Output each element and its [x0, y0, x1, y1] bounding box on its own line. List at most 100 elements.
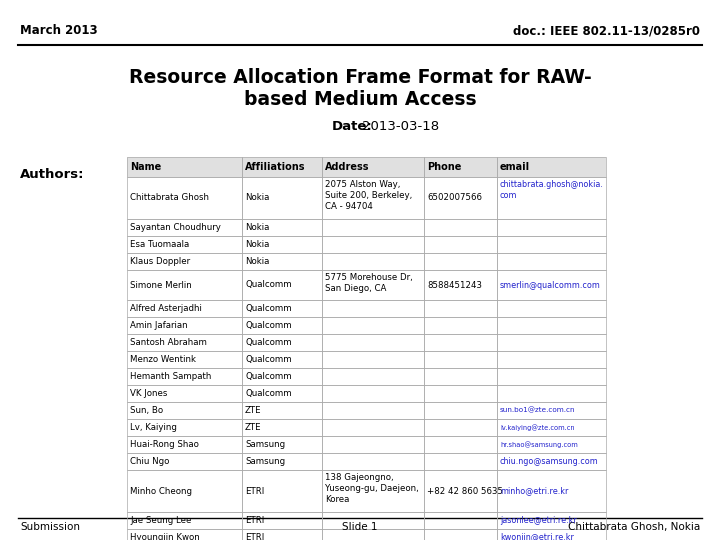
Text: ZTE: ZTE [245, 406, 261, 415]
Bar [424, 157, 497, 177]
Bar [127, 385, 242, 402]
Bar [322, 236, 424, 253]
Text: Amin Jafarian: Amin Jafarian [130, 321, 188, 330]
Text: doc.: IEEE 802.11-13/0285r0: doc.: IEEE 802.11-13/0285r0 [513, 24, 700, 37]
Text: 2013-03-18: 2013-03-18 [362, 120, 439, 133]
Text: Chiu Ngo: Chiu Ngo [130, 457, 169, 466]
Text: chittabrata.ghosh@nokia.
com: chittabrata.ghosh@nokia. com [500, 180, 604, 200]
Bar [322, 317, 424, 334]
Text: 8588451243: 8588451243 [427, 280, 482, 289]
Text: 6502007566: 6502007566 [427, 193, 482, 202]
Text: Authors:: Authors: [20, 168, 84, 181]
Text: Qualcomm: Qualcomm [245, 372, 292, 381]
Text: Sayantan Choudhury: Sayantan Choudhury [130, 223, 221, 232]
Bar [424, 157, 497, 177]
Text: Esa Tuomaala: Esa Tuomaala [130, 240, 189, 249]
Bar [497, 219, 606, 236]
Bar [322, 402, 424, 419]
Text: Huai-Rong Shao: Huai-Rong Shao [130, 440, 199, 449]
Bar [322, 385, 424, 402]
Bar [242, 177, 322, 219]
Bar [127, 402, 242, 419]
Bar [497, 270, 606, 300]
Bar [127, 236, 242, 253]
Bar [242, 219, 322, 236]
Text: Samsung: Samsung [245, 440, 285, 449]
Text: 2075 Alston Way,
Suite 200, Berkeley,
CA - 94704: 2075 Alston Way, Suite 200, Berkeley, CA… [325, 180, 413, 211]
Text: Hyoungjin Kwon: Hyoungjin Kwon [130, 533, 199, 540]
Bar [322, 177, 424, 219]
Bar [424, 385, 497, 402]
Text: minho@etri.re.kr: minho@etri.re.kr [500, 487, 568, 496]
Bar [322, 334, 424, 351]
Bar [424, 253, 497, 270]
Bar [497, 419, 606, 436]
Text: Samsung: Samsung [245, 457, 285, 466]
Text: ETRI: ETRI [245, 487, 264, 496]
Text: Qualcomm: Qualcomm [245, 321, 292, 330]
Bar [127, 157, 242, 177]
Text: hr.shao@samsung.com: hr.shao@samsung.com [500, 441, 577, 448]
Bar [242, 470, 322, 512]
Bar [322, 453, 424, 470]
Bar [127, 253, 242, 270]
Bar [424, 236, 497, 253]
Text: Menzo Wentink: Menzo Wentink [130, 355, 196, 364]
Bar [127, 512, 242, 529]
Bar [497, 236, 606, 253]
Text: jasonlee@etri.re.kr: jasonlee@etri.re.kr [500, 516, 577, 525]
Text: Slide 1: Slide 1 [342, 522, 378, 532]
Text: email: email [500, 162, 530, 172]
Bar [127, 317, 242, 334]
Text: Phone: Phone [427, 162, 462, 172]
Bar [242, 317, 322, 334]
Bar [127, 529, 242, 540]
Bar [497, 402, 606, 419]
Bar [424, 177, 497, 219]
Text: ETRI: ETRI [245, 533, 264, 540]
Text: Qualcomm: Qualcomm [245, 338, 292, 347]
Bar [322, 368, 424, 385]
Bar [242, 300, 322, 317]
Bar [497, 177, 606, 219]
Text: sun.bo1@zte.com.cn: sun.bo1@zte.com.cn [500, 407, 575, 414]
Bar [127, 219, 242, 236]
Bar [424, 219, 497, 236]
Bar [322, 419, 424, 436]
Bar [242, 368, 322, 385]
Bar [242, 253, 322, 270]
Bar [424, 368, 497, 385]
Bar [242, 157, 322, 177]
Bar [322, 270, 424, 300]
Text: Nokia: Nokia [245, 193, 269, 202]
Text: ZTE: ZTE [245, 423, 261, 432]
Bar [424, 529, 497, 540]
Bar [322, 157, 424, 177]
Bar [242, 453, 322, 470]
Text: 138 Gajeongno,
Yuseong-gu, Daejeon,
Korea: 138 Gajeongno, Yuseong-gu, Daejeon, Kore… [325, 473, 419, 504]
Text: based Medium Access: based Medium Access [243, 90, 477, 109]
Bar [127, 351, 242, 368]
Bar [127, 157, 242, 177]
Bar [497, 436, 606, 453]
Text: Chittabrata Ghosh, Nokia: Chittabrata Ghosh, Nokia [568, 522, 700, 532]
Text: Nokia: Nokia [245, 223, 269, 232]
Text: Sun, Bo: Sun, Bo [130, 406, 163, 415]
Bar [424, 470, 497, 512]
Bar [127, 419, 242, 436]
Bar [127, 334, 242, 351]
Bar [424, 351, 497, 368]
Bar [497, 253, 606, 270]
Bar [242, 351, 322, 368]
Text: VK Jones: VK Jones [130, 389, 167, 398]
Bar [497, 453, 606, 470]
Bar [424, 512, 497, 529]
Bar [497, 529, 606, 540]
Bar [322, 253, 424, 270]
Text: Qualcomm: Qualcomm [245, 280, 292, 289]
Bar [242, 236, 322, 253]
Text: March 2013: March 2013 [20, 24, 98, 37]
Text: +82 42 860 5635: +82 42 860 5635 [427, 487, 503, 496]
Bar [497, 351, 606, 368]
Bar [424, 436, 497, 453]
